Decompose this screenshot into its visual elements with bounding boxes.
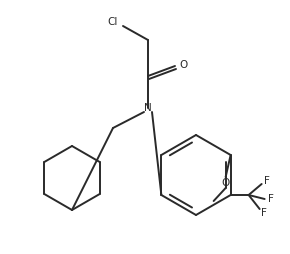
Text: F: F: [264, 176, 270, 186]
Text: N: N: [144, 103, 152, 113]
Text: Cl: Cl: [108, 17, 118, 27]
Text: F: F: [268, 194, 273, 204]
Text: F: F: [261, 208, 267, 218]
Text: O: O: [222, 178, 230, 188]
Text: O: O: [179, 60, 187, 70]
